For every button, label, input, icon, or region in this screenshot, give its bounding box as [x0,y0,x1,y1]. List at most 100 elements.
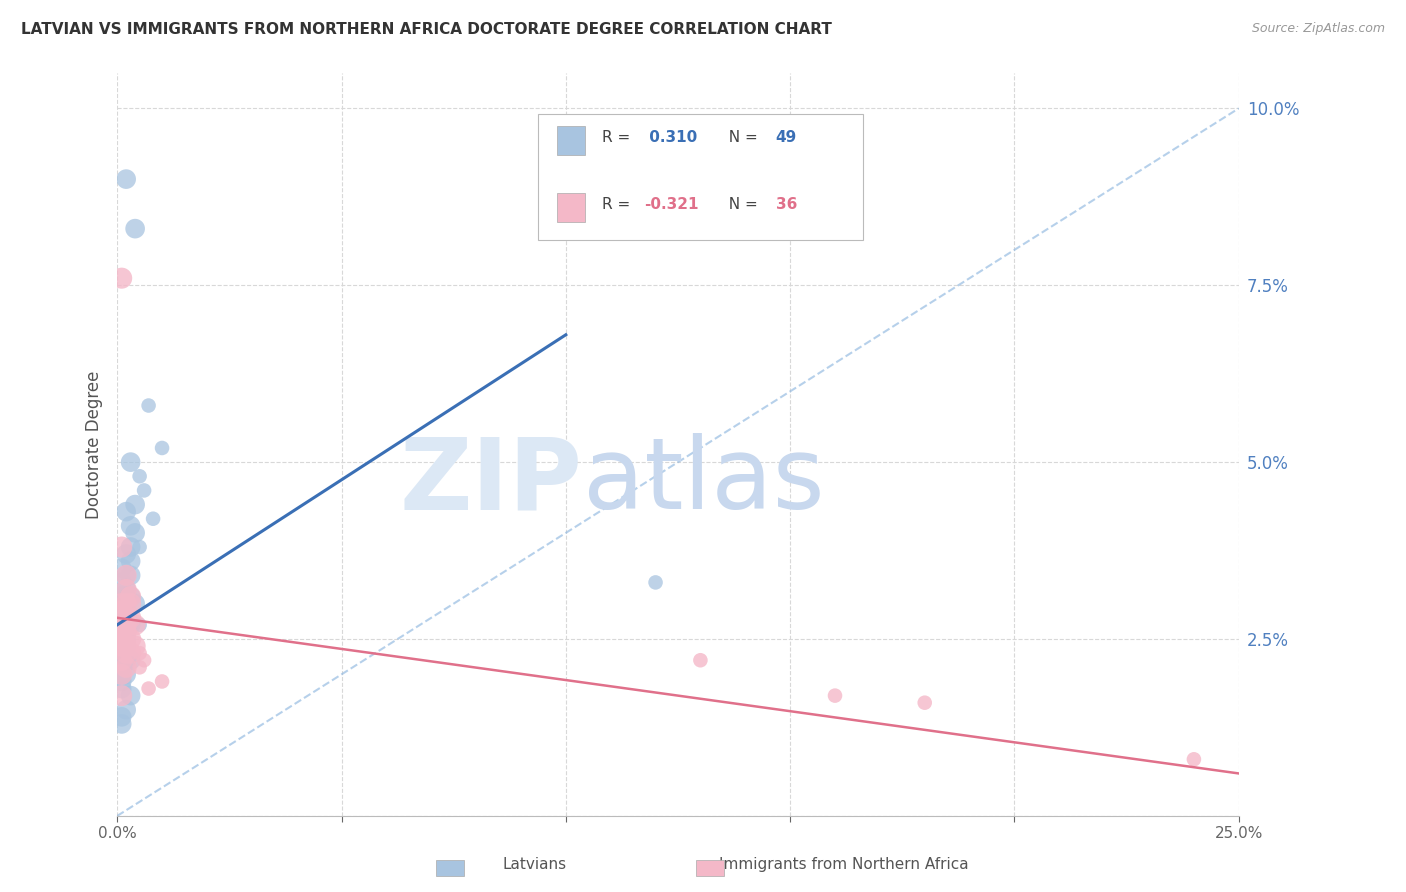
Point [111,660,134,674]
Point [142,512,165,526]
Point [115,618,138,632]
Point [120,568,142,582]
Point [120,554,142,568]
Point [120,611,142,625]
Text: Immigrants from Northern Africa: Immigrants from Northern Africa [718,857,969,872]
Point [115,547,138,561]
Y-axis label: Doctorate Degree: Doctorate Degree [86,370,103,518]
Point [115,703,138,717]
Point [115,646,138,660]
Point [111,597,134,611]
Point [124,597,146,611]
Point [120,618,142,632]
Point [120,646,142,660]
Point [115,582,138,597]
Point [128,540,150,554]
Point [120,653,142,667]
Point [132,483,155,498]
Text: -0.321: -0.321 [644,197,699,212]
Point [111,674,134,689]
Point [128,660,150,674]
Point [644,575,666,590]
Point [120,632,142,646]
Point [138,681,160,696]
Point [120,689,142,703]
Point [111,639,134,653]
Text: ZIP: ZIP [399,434,582,530]
Point [111,575,134,590]
Point [115,582,138,597]
Point [150,441,173,455]
Point [111,624,134,639]
Point [115,597,138,611]
Point [115,568,138,582]
Point [115,639,138,653]
Point [111,646,134,660]
Point [111,717,134,731]
Point [111,632,134,646]
Text: R =: R = [602,130,636,145]
Point [111,681,134,696]
Point [111,604,134,618]
Point [120,518,142,533]
Point [111,618,134,632]
Point [138,399,160,413]
Point [111,540,134,554]
Point [111,632,134,646]
Point [128,618,150,632]
Point [120,455,142,469]
Point [111,667,134,681]
Point [115,624,138,639]
FancyBboxPatch shape [537,114,863,240]
Point [124,618,146,632]
Point [124,525,146,540]
Point [120,597,142,611]
Text: Source: ZipAtlas.com: Source: ZipAtlas.com [1251,22,1385,36]
Point [120,590,142,604]
Point [111,590,134,604]
Point [111,271,134,285]
Text: R =: R = [602,197,636,212]
Point [115,624,138,639]
Point [689,653,711,667]
Point [111,710,134,724]
Point [120,540,142,554]
Text: 49: 49 [776,130,797,145]
Text: N =: N = [720,197,763,212]
Point [124,639,146,653]
Point [111,597,134,611]
Point [115,611,138,625]
Point [128,646,150,660]
Point [120,590,142,604]
Point [115,667,138,681]
Point [115,505,138,519]
Point [115,568,138,582]
Bar [557,193,585,221]
Point [111,639,134,653]
Point [115,660,138,674]
Text: LATVIAN VS IMMIGRANTS FROM NORTHERN AFRICA DOCTORATE DEGREE CORRELATION CHART: LATVIAN VS IMMIGRANTS FROM NORTHERN AFRI… [21,22,832,37]
Point [115,632,138,646]
Point [1182,752,1205,766]
Text: 0.310: 0.310 [644,130,697,145]
Point [111,561,134,575]
Point [115,611,138,625]
Point [111,667,134,681]
Text: Latvians: Latvians [502,857,567,872]
Point [115,639,138,653]
Point [124,498,146,512]
Point [115,590,138,604]
Point [124,221,146,235]
Point [914,696,936,710]
Point [824,689,846,703]
Point [111,689,134,703]
Text: N =: N = [720,130,763,145]
Point [111,653,134,667]
Point [115,653,138,667]
Bar [557,126,585,154]
Point [115,172,138,186]
Point [150,674,173,689]
Point [128,469,150,483]
Text: atlas: atlas [582,434,824,530]
Text: 36: 36 [776,197,797,212]
